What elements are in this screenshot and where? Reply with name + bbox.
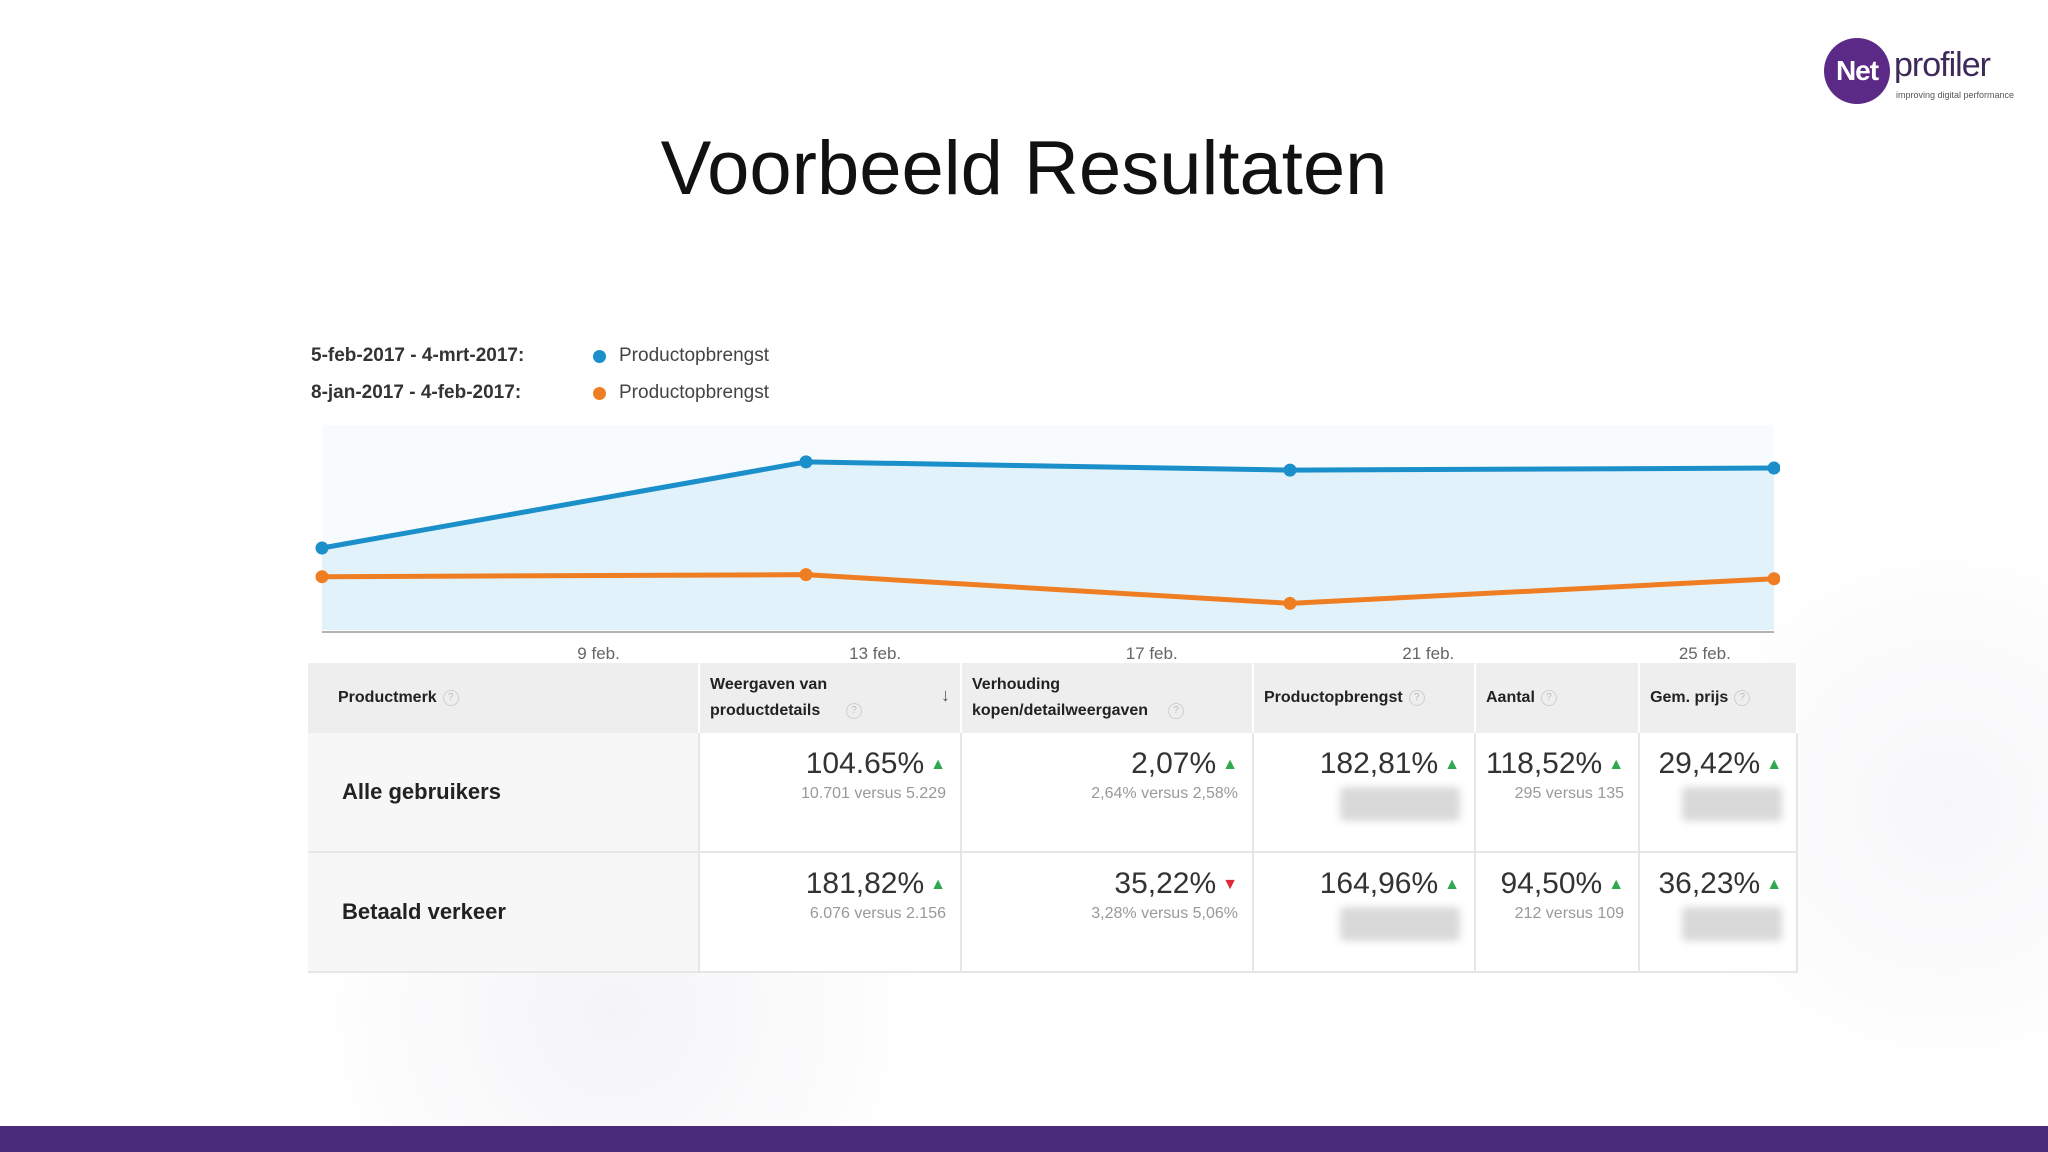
series-point-0-1 [799,455,813,469]
cell-percent: 36,23% ▲ [1658,867,1783,900]
help-icon[interactable]: ? [442,689,459,706]
legend-range: 8-jan-2017 - 4-feb-2017: [311,382,522,403]
cell-comparison: 2,64% versus 2,58% [1091,785,1238,802]
segment-label: Betaald verkeer [308,852,700,973]
legend-metric: Productopbrengst [619,345,769,366]
trend-down-icon: ▼ [1222,876,1238,894]
trend-up-icon: ▲ [930,756,946,774]
table-cell: 118,52% ▲ 295 versus 135 [1475,733,1641,853]
help-icon[interactable]: ? [1408,689,1425,706]
series-point-0-2 [1283,463,1297,477]
trend-up-icon: ▲ [1766,876,1783,894]
blurred-value [1682,787,1783,821]
series-point-1-1 [799,568,813,582]
cell-comparison: 6.076 versus 2.156 [809,905,946,922]
table-cell: 35,22% ▼ 3,28% versus 5,06% [961,852,1254,973]
header-weergaven[interactable]: ↓ Weergaven van productdetails? [699,663,962,733]
blurred-value [1682,907,1783,941]
legend-dot-current-icon [593,350,606,363]
x-tick-label: 17 feb. [1126,644,1178,660]
cell-percent: 181,82% ▲ [805,867,946,900]
table-cell: 182,81% ▲ [1253,733,1476,853]
header-label: Productopbrengst [1264,689,1403,706]
legend-range: 5-feb-2017 - 4-mrt-2017: [311,345,525,366]
line-chart: 9 feb. 13 feb. 17 feb. 21 feb. 25 feb. [315,425,1780,660]
trend-up-icon: ▲ [1608,756,1625,774]
cell-percent: 118,52% ▲ [1486,747,1625,780]
header-label: Gem. prijs [1650,689,1729,706]
table-cell: 104.65% ▲ 10.701 versus 5.229 [699,733,962,853]
header-label: Verhouding kopen/detailweergaven [972,676,1149,719]
cell-percent: 94,50% ▲ [1500,867,1625,900]
help-icon[interactable]: ? [1734,689,1751,706]
trend-up-icon: ▲ [1608,876,1625,894]
cell-percent: 35,22% ▼ [1114,867,1238,900]
series-point-1-0 [315,570,329,584]
cell-percent: 164,96% ▲ [1319,867,1460,900]
legend-dot-previous-icon [593,387,606,400]
trend-up-icon: ▲ [1766,756,1783,774]
x-tick-label: 25 feb. [1679,644,1731,660]
series-point-0-0 [315,541,329,555]
cell-percent: 29,42% ▲ [1658,747,1783,780]
help-icon[interactable]: ? [846,702,862,719]
table-cell: 2,07% ▲ 2,64% versus 2,58% [961,733,1254,853]
header-productmerk[interactable]: Productmerk? [308,663,700,733]
cell-percent: 182,81% ▲ [1319,747,1460,780]
cell-comparison: 212 versus 109 [1514,905,1625,922]
table-row: Alle gebruikers 104.65% ▲ 10.701 versus 5.… [308,733,1799,853]
segment-label: Alle gebruikers [308,733,700,853]
logo-tagline: improving digital performance [1896,90,2015,100]
header-label: Aantal [1486,689,1535,706]
header-gem-prijs[interactable]: Gem. prijs? [1639,663,1799,733]
series-point-1-3 [1767,572,1780,586]
series-area-0 [322,461,1774,630]
header-label: Weergaven van productdetails [710,676,828,719]
trend-up-icon: ▲ [1444,876,1460,894]
table-row: Betaald verkeer 181,82% ▲ 6.076 versus 2.1… [308,852,1799,973]
cell-comparison: 295 versus 135 [1514,785,1625,802]
cell-comparison: 3,28% versus 5,06% [1091,905,1238,922]
series-point-1-2 [1283,596,1297,610]
x-tick-label: 9 feb. [577,644,620,660]
blurred-value [1340,907,1460,941]
legend-metric: Productopbrengst [619,382,769,403]
table-cell: 29,42% ▲ [1639,733,1799,853]
cell-percent: 2,07% ▲ [1131,747,1238,780]
table-cell: 181,82% ▲ 6.076 versus 2.156 [699,852,962,973]
blurred-value [1340,787,1460,821]
sort-arrow-down-icon[interactable]: ↓ [941,685,950,705]
table-header-row: Productmerk? ↓ Weergaven van productdeta… [308,663,1799,733]
series-point-0-3 [1767,461,1780,475]
bottom-brand-bar [0,1126,2048,1152]
logo-mark: Net [1824,38,1890,104]
trend-up-icon: ▲ [1222,756,1238,774]
netprofiler-logo: Net profiler improving digital performan… [1824,38,2024,108]
slide-title: Voorbeeld Resultaten [660,126,1388,211]
table-cell: 94,50% ▲ 212 versus 109 [1475,852,1641,973]
cell-comparison: 10.701 versus 5.229 [801,785,946,802]
trend-up-icon: ▲ [930,876,946,894]
help-icon[interactable]: ? [1540,689,1557,706]
header-verhouding[interactable]: Verhouding kopen/detailweergaven? [961,663,1254,733]
series-line-1 [321,572,1775,606]
header-label: Productmerk [338,689,437,706]
table-cell: 36,23% ▲ [1639,852,1799,973]
table-cell: 164,96% ▲ [1253,852,1476,973]
header-aantal[interactable]: Aantal? [1475,663,1641,733]
trend-up-icon: ▲ [1444,756,1460,774]
logo-word: profiler [1894,46,1991,84]
series-line-0 [321,459,1775,551]
header-productopbrengst[interactable]: Productopbrengst? [1253,663,1476,733]
x-tick-label: 13 feb. [849,644,901,660]
help-icon[interactable]: ? [1168,702,1184,719]
cell-percent: 104.65% ▲ [805,747,946,780]
results-table: Productmerk? ↓ Weergaven van productdeta… [308,663,1799,973]
x-tick-label: 21 feb. [1402,644,1454,660]
